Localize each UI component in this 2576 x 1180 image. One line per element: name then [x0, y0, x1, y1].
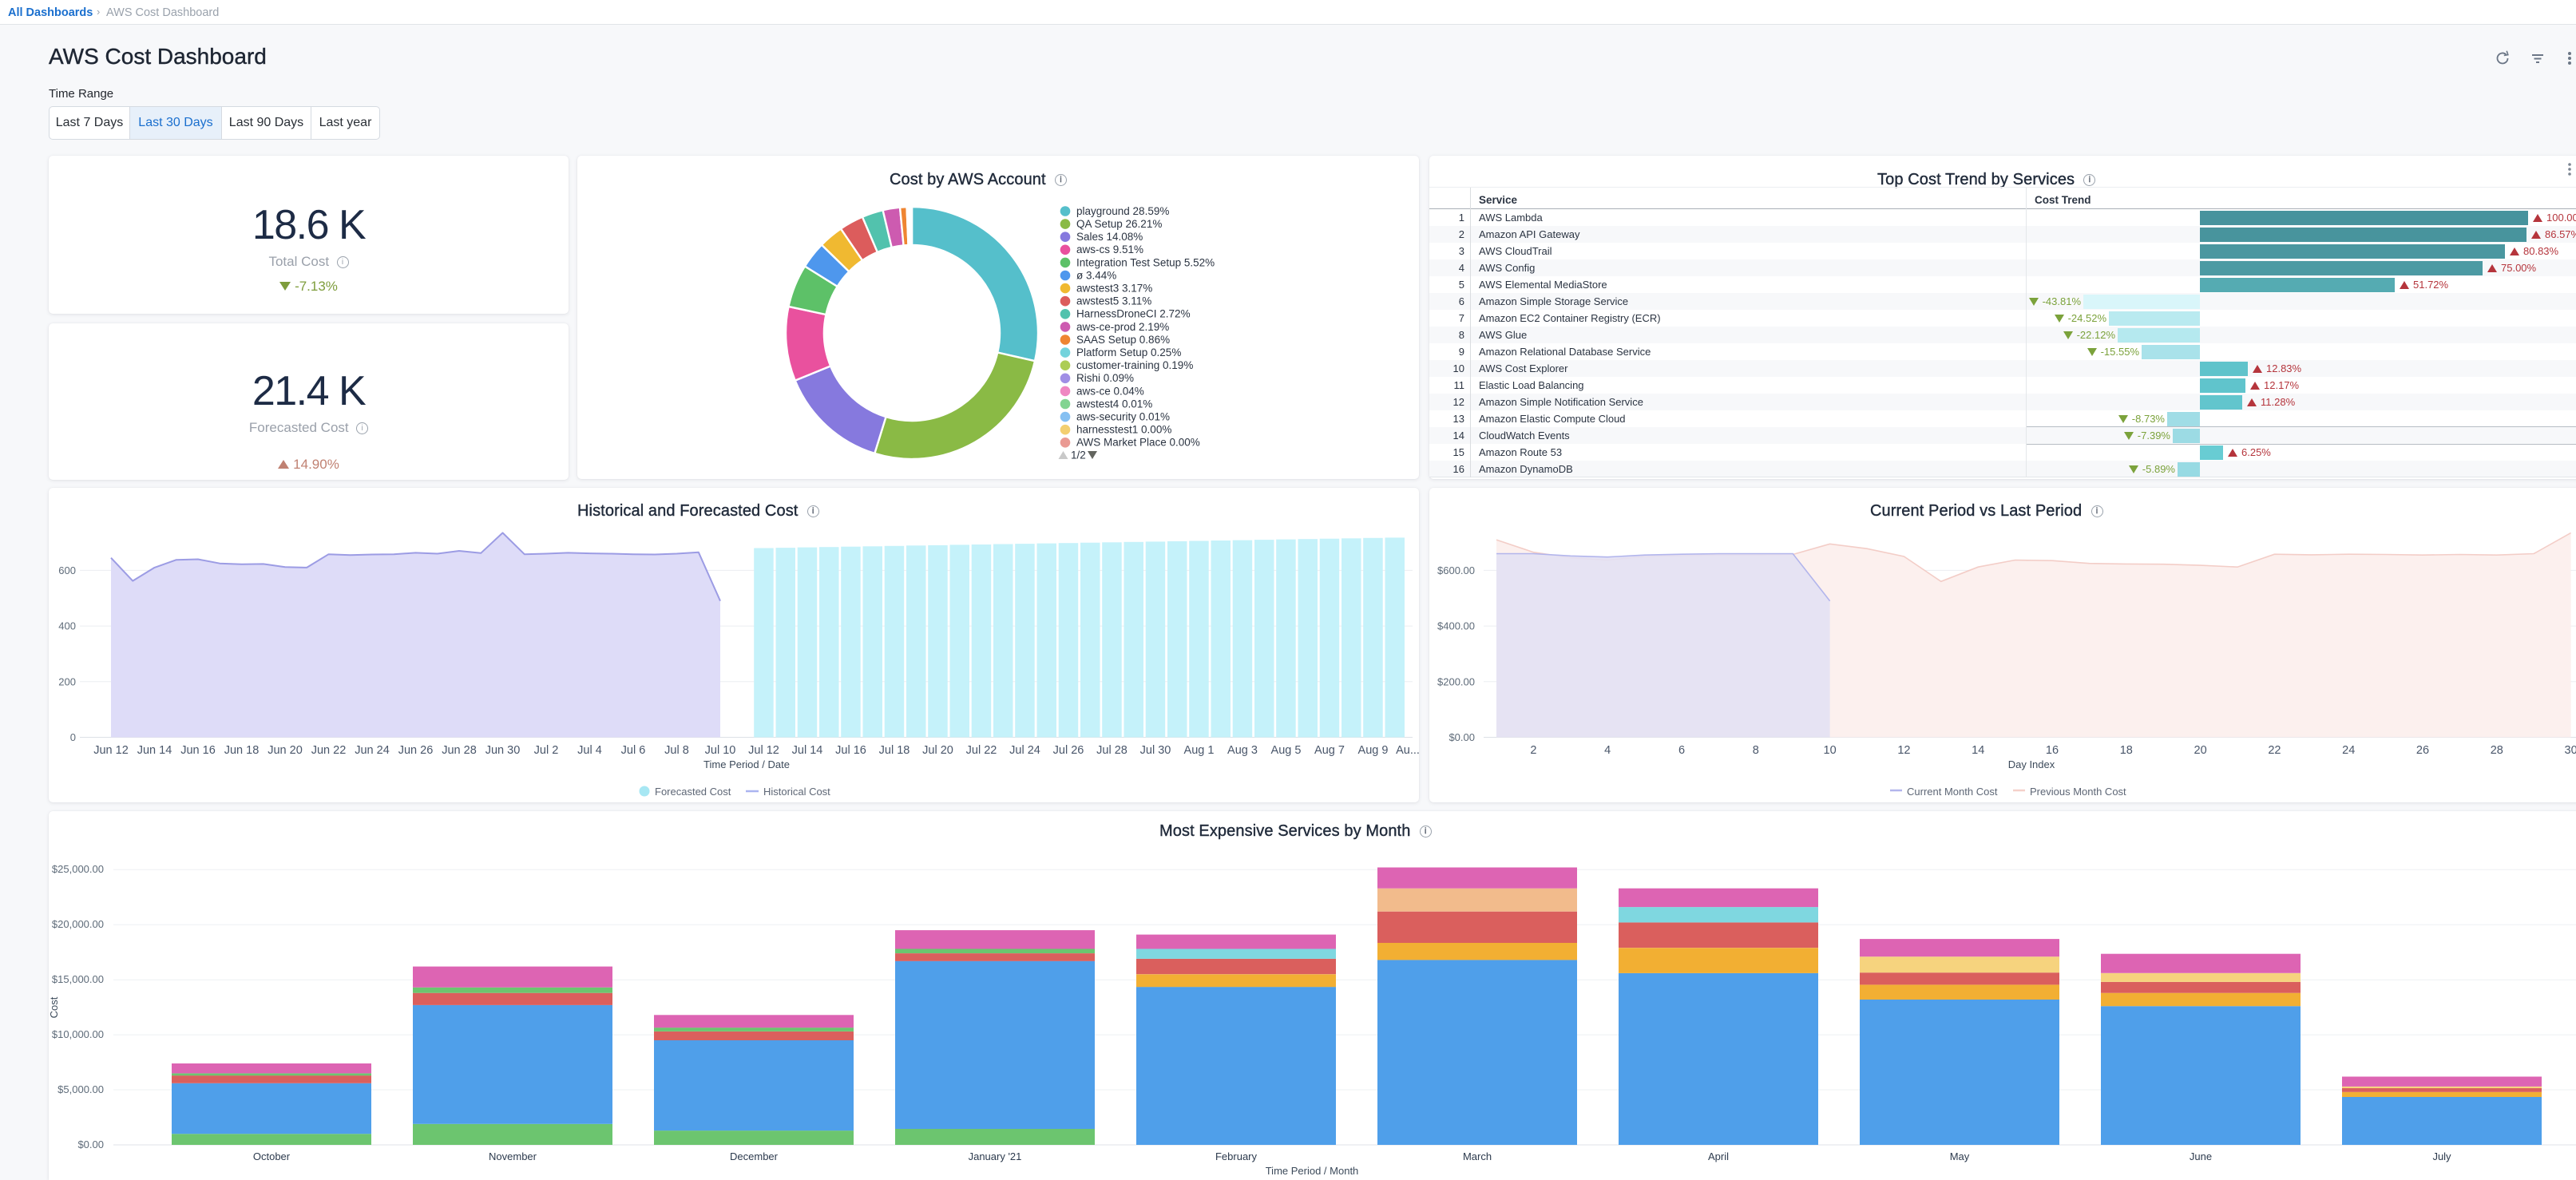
- svg-text:Jun 28: Jun 28: [442, 744, 477, 757]
- svg-text:January '21: January '21: [969, 1150, 1022, 1162]
- svg-text:Aug 7: Aug 7: [1314, 744, 1345, 757]
- svg-text:$0.00: $0.00: [77, 1138, 104, 1150]
- svg-text:Previous Month Cost: Previous Month Cost: [2030, 786, 2126, 798]
- svg-text:awstest3 3.17%: awstest3 3.17%: [1076, 283, 1152, 295]
- svg-text:Jul 8: Jul 8: [664, 744, 689, 757]
- svg-text:Jun 18: Jun 18: [224, 744, 260, 757]
- svg-text:Jul 16: Jul 16: [835, 744, 866, 757]
- svg-text:Jul 18: Jul 18: [879, 744, 910, 757]
- svg-text:Au...: Au...: [1396, 744, 1420, 757]
- svg-text:16: 16: [2046, 744, 2059, 757]
- svg-text:Platform Setup 0.25%: Platform Setup 0.25%: [1076, 346, 1181, 358]
- svg-text:playground 28.59%: playground 28.59%: [1076, 205, 1169, 217]
- svg-text:July: July: [2432, 1150, 2451, 1162]
- svg-text:22: 22: [2268, 744, 2281, 757]
- svg-text:$20,000.00: $20,000.00: [52, 918, 104, 930]
- svg-text:Jul 2: Jul 2: [534, 744, 559, 757]
- svg-text:Aug 5: Aug 5: [1271, 744, 1302, 757]
- svg-text:18: 18: [2120, 744, 2133, 757]
- svg-text:customer-training 0.19%: customer-training 0.19%: [1076, 359, 1193, 371]
- svg-text:600: 600: [58, 564, 76, 576]
- svg-text:Jul 22: Jul 22: [966, 744, 997, 757]
- svg-text:aws-cs 9.51%: aws-cs 9.51%: [1076, 244, 1143, 255]
- svg-text:Jul 26: Jul 26: [1053, 744, 1084, 757]
- svg-text:Jun 24: Jun 24: [355, 744, 390, 757]
- svg-text:December: December: [730, 1150, 779, 1162]
- svg-text:aws-ce-prod 2.19%: aws-ce-prod 2.19%: [1076, 321, 1169, 333]
- svg-text:24: 24: [2342, 744, 2355, 757]
- svg-text:Jul 30: Jul 30: [1140, 744, 1171, 757]
- svg-text:0: 0: [70, 731, 76, 743]
- svg-text:February: February: [1215, 1150, 1258, 1162]
- svg-text:12: 12: [1897, 744, 1910, 757]
- svg-text:1/2: 1/2: [1071, 449, 1086, 461]
- svg-text:March: March: [1463, 1150, 1492, 1162]
- svg-text:Jun 30: Jun 30: [485, 744, 521, 757]
- svg-text:Aug 3: Aug 3: [1227, 744, 1258, 757]
- svg-text:aws-ce 0.04%: aws-ce 0.04%: [1076, 385, 1144, 397]
- svg-text:AWS Market Place 0.00%: AWS Market Place 0.00%: [1076, 437, 1200, 449]
- svg-text:14: 14: [1972, 744, 1984, 757]
- svg-text:ø 3.44%: ø 3.44%: [1076, 269, 1116, 281]
- svg-text:Sales 14.08%: Sales 14.08%: [1076, 231, 1143, 243]
- svg-text:Jun 16: Jun 16: [180, 744, 216, 757]
- svg-text:Aug 9: Aug 9: [1358, 744, 1389, 757]
- svg-text:6: 6: [1678, 744, 1685, 757]
- svg-text:Forecasted Cost: Forecasted Cost: [655, 786, 731, 798]
- svg-text:HarnessDroneCI 2.72%: HarnessDroneCI 2.72%: [1076, 308, 1191, 320]
- svg-text:Rishi 0.09%: Rishi 0.09%: [1076, 372, 1134, 384]
- svg-text:Jun 12: Jun 12: [93, 744, 129, 757]
- svg-text:2: 2: [1530, 744, 1536, 757]
- svg-text:8: 8: [1753, 744, 1759, 757]
- svg-text:SAAS Setup 0.86%: SAAS Setup 0.86%: [1076, 334, 1170, 346]
- svg-text:$15,000.00: $15,000.00: [52, 973, 104, 985]
- svg-text:Jun 22: Jun 22: [311, 744, 347, 757]
- svg-text:$10,000.00: $10,000.00: [52, 1028, 104, 1040]
- svg-text:Aug 1: Aug 1: [1184, 744, 1215, 757]
- svg-text:Day Index: Day Index: [2008, 758, 2055, 770]
- svg-text:10: 10: [1824, 744, 1837, 757]
- svg-text:Jun 26: Jun 26: [398, 744, 434, 757]
- svg-text:$200.00: $200.00: [1437, 675, 1475, 687]
- svg-text:aws-security 0.01%: aws-security 0.01%: [1076, 411, 1170, 423]
- svg-text:Cost: Cost: [48, 996, 60, 1018]
- svg-text:October: October: [253, 1150, 291, 1162]
- svg-text:30: 30: [2565, 744, 2576, 757]
- svg-text:harnesstest1 0.00%: harnesstest1 0.00%: [1076, 424, 1171, 436]
- svg-text:November: November: [489, 1150, 537, 1162]
- svg-text:Jul 28: Jul 28: [1096, 744, 1127, 757]
- svg-text:awstest4 0.01%: awstest4 0.01%: [1076, 398, 1152, 410]
- svg-text:26: 26: [2416, 744, 2429, 757]
- svg-text:$0.00: $0.00: [1449, 731, 1475, 743]
- svg-text:Current Month Cost: Current Month Cost: [1907, 786, 1998, 798]
- svg-text:200: 200: [58, 675, 76, 687]
- svg-text:Jul 20: Jul 20: [922, 744, 953, 757]
- svg-text:April: April: [1708, 1150, 1729, 1162]
- svg-text:Jul 4: Jul 4: [577, 744, 602, 757]
- svg-text:$5,000.00: $5,000.00: [57, 1083, 104, 1095]
- svg-text:June: June: [2190, 1150, 2212, 1162]
- svg-text:May: May: [1950, 1150, 1970, 1162]
- svg-text:20: 20: [2194, 744, 2207, 757]
- svg-text:Integration Test Setup 5.52%: Integration Test Setup 5.52%: [1076, 256, 1215, 268]
- svg-text:400: 400: [58, 620, 76, 632]
- svg-text:Historical Cost: Historical Cost: [763, 786, 830, 798]
- svg-text:Jul 10: Jul 10: [705, 744, 736, 757]
- svg-text:$600.00: $600.00: [1437, 564, 1475, 576]
- svg-text:Time Period / Date: Time Period / Date: [703, 758, 790, 770]
- svg-text:$400.00: $400.00: [1437, 620, 1475, 632]
- svg-text:$25,000.00: $25,000.00: [52, 863, 104, 875]
- svg-text:Jul 12: Jul 12: [748, 744, 779, 757]
- svg-text:Jul 14: Jul 14: [792, 744, 823, 757]
- svg-text:QA Setup 26.21%: QA Setup 26.21%: [1076, 218, 1162, 230]
- svg-text:Jul 24: Jul 24: [1009, 744, 1040, 757]
- svg-text:28: 28: [2491, 744, 2503, 757]
- svg-text:Jun 14: Jun 14: [137, 744, 172, 757]
- svg-text:Time Period / Month: Time Period / Month: [1266, 1165, 1359, 1175]
- svg-text:Jun 20: Jun 20: [268, 744, 303, 757]
- svg-text:awstest5 3.11%: awstest5 3.11%: [1076, 295, 1151, 307]
- svg-text:Jul 6: Jul 6: [621, 744, 646, 757]
- svg-text:4: 4: [1604, 744, 1611, 757]
